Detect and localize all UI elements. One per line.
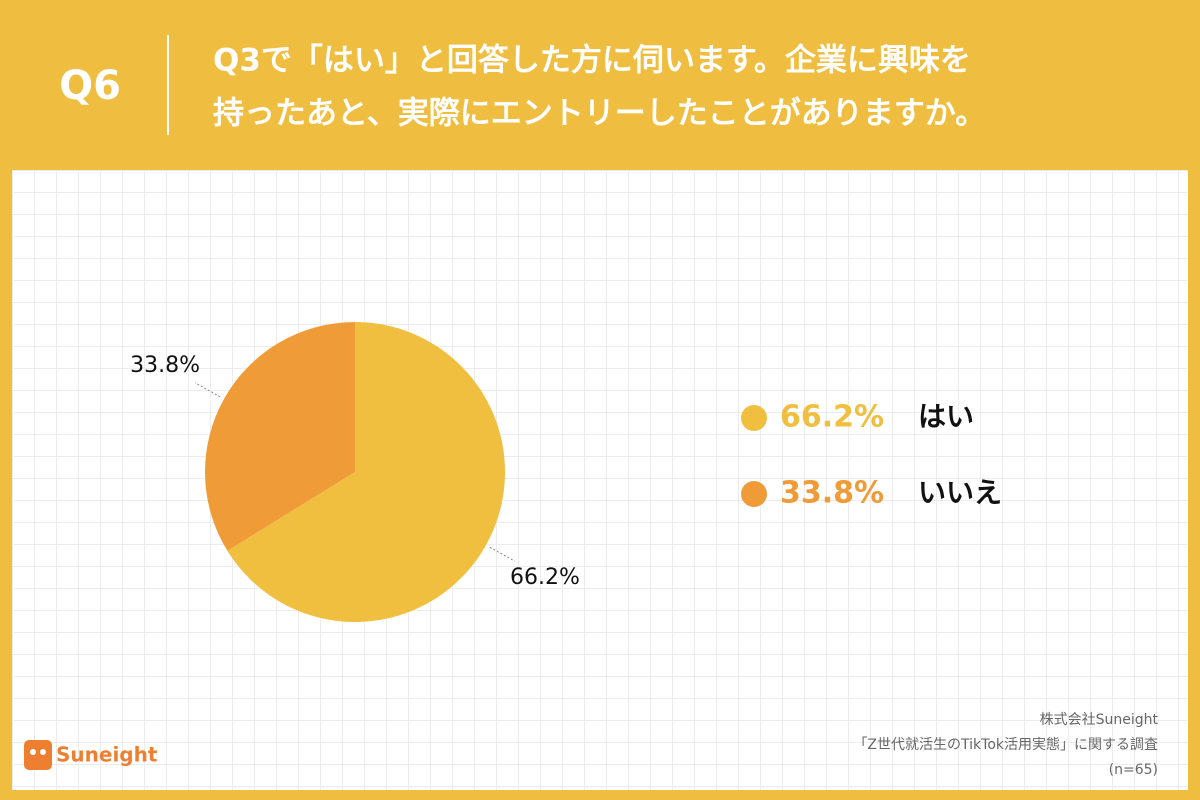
source-text: 「Z世代就活生のTikTok活用実態」に関する調査 (853, 737, 1158, 753)
source-text: (n=65) (1109, 762, 1158, 778)
question-number: Q6 (59, 63, 121, 109)
slice-label: 66.2% (510, 565, 580, 590)
leader-line (194, 382, 221, 398)
legend-value: 66.2% (780, 400, 884, 435)
legend-label: はい (918, 400, 974, 433)
leader-line (489, 546, 516, 562)
logo-icon (24, 740, 52, 770)
chart-panel (12, 170, 1188, 790)
slice-label: 33.8% (130, 353, 200, 378)
pie-slice (205, 322, 355, 551)
logo-icon (40, 749, 46, 755)
legend-marker (741, 405, 767, 431)
legend-label: いいえ (918, 476, 1002, 509)
pie-slice (227, 322, 505, 623)
source-text: 株式会社Suneight (1040, 712, 1159, 728)
question-text: Q3で「はい」と回答した方に伺います。企業に興味を (213, 43, 971, 79)
legend-value: 33.8% (780, 476, 884, 511)
question-text: 持ったあと、実際にエントリーしたことがありますか。 (213, 96, 986, 132)
logo-text: Suneight (56, 743, 158, 767)
logo-icon (30, 749, 36, 755)
legend-marker (741, 481, 767, 507)
